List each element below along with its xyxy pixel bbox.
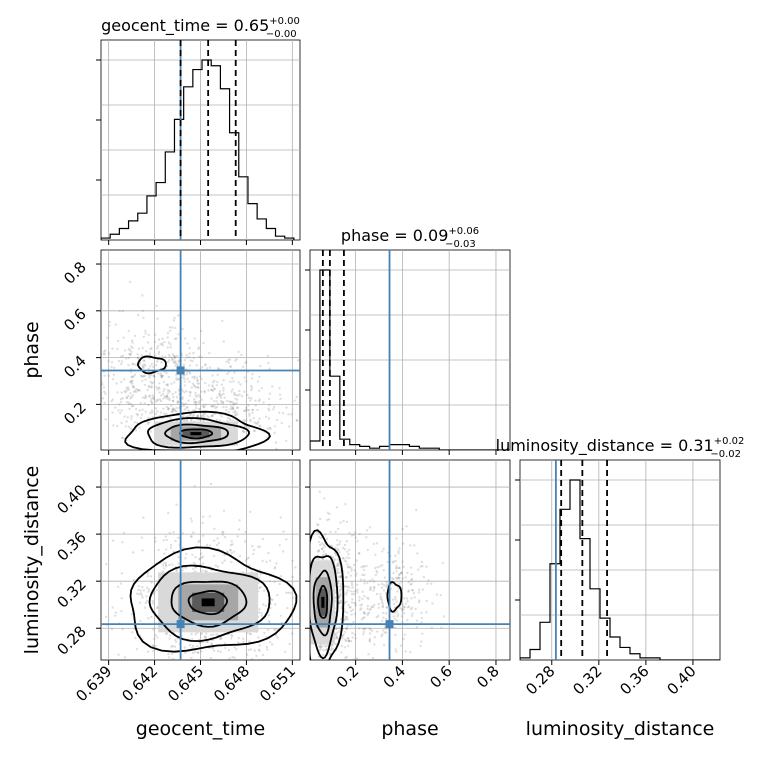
hist-panel-luminosity_distance-frame (519, 459, 721, 661)
x-tick-label-phase: 0.4 (380, 662, 410, 692)
contour-level-2 (146, 417, 250, 449)
contour-level-1 (310, 529, 345, 660)
y-tick-label-phase: 0.2 (60, 398, 90, 428)
contour-level-1 (129, 546, 298, 653)
y-axis-label-luminosity_distance: luminosity_distance (21, 466, 43, 655)
x-tick-label-geocent_time: 0.648 (210, 662, 253, 705)
contour-level-3 (170, 580, 248, 628)
contour-level-4 (187, 589, 229, 616)
x-tick-label-luminosity_distance: 0.28 (522, 662, 558, 698)
contour-secondary-mode (386, 581, 403, 613)
x-tick-label-luminosity_distance: 0.32 (569, 662, 605, 698)
x-tick-label-geocent_time: 0.639 (72, 662, 115, 705)
y-tick-label-luminosity_distance: 0.40 (53, 481, 89, 517)
contour-level-3 (312, 569, 333, 637)
contours (310, 529, 403, 660)
x-tick-label-phase: 0.6 (426, 662, 456, 692)
hist-panel-luminosity_distance (515, 459, 721, 661)
title-luminosity_distance: luminosity_distance = 0.31+0.02 −0.02 (496, 436, 745, 460)
y-axis-label-phase: phase (21, 321, 43, 378)
y-tick-label-phase: 0.4 (60, 352, 90, 382)
density-cell (190, 432, 202, 436)
contour-level-2 (310, 555, 339, 660)
contour-level-2 (148, 564, 271, 643)
scatter-panel-phase-luminosity_distance-frame (309, 459, 511, 661)
x-tick-label-geocent_time: 0.651 (256, 662, 299, 705)
grid-lines (101, 250, 300, 450)
y-tick-label-luminosity_distance: 0.32 (53, 575, 89, 611)
y-tick-label-luminosity_distance: 0.36 (53, 528, 89, 564)
grid-lines (101, 40, 300, 240)
title-phase: phase = 0.09+0.06 −0.03 (341, 226, 479, 250)
contours (129, 546, 298, 653)
truth-point (176, 366, 185, 375)
x-tick-label-geocent_time: 0.642 (118, 662, 161, 705)
grid-lines (520, 460, 720, 660)
truth-point (385, 620, 394, 629)
x-axis-label-phase: phase (381, 718, 438, 740)
x-axis-label-luminosity_distance: luminosity_distance (526, 718, 715, 740)
x-tick-label-luminosity_distance: 0.36 (616, 662, 652, 698)
hist-panel-phase (305, 249, 511, 451)
histogram-geocent_time (101, 59, 295, 240)
density-cell (201, 598, 215, 607)
contour-level-3 (164, 423, 229, 445)
y-tick-label-phase: 0.8 (60, 258, 90, 288)
x-tick-label-phase: 0.8 (473, 662, 503, 692)
x-tick-label-phase: 0.2 (333, 662, 363, 692)
histogram-luminosity_distance (520, 479, 720, 660)
x-tick-label-luminosity_distance: 0.40 (663, 662, 699, 698)
title-geocent_time: geocent_time = 0.65+0.00 −0.00 (101, 16, 300, 40)
grid-lines (310, 460, 510, 660)
contours (124, 355, 271, 450)
x-tick-label-geocent_time: 0.645 (164, 662, 207, 705)
hist-panel-geocent_time (96, 39, 301, 241)
y-tick-label-luminosity_distance: 0.28 (53, 622, 89, 658)
density-cell (321, 596, 325, 608)
y-tick-label-phase: 0.6 (60, 305, 90, 335)
contour-level-1 (124, 410, 271, 450)
scatter-panel-phase-luminosity_distance (309, 459, 511, 661)
truth-point (176, 620, 185, 629)
contour-level-4 (317, 584, 329, 619)
x-axis-label-geocent_time: geocent_time (136, 718, 265, 740)
